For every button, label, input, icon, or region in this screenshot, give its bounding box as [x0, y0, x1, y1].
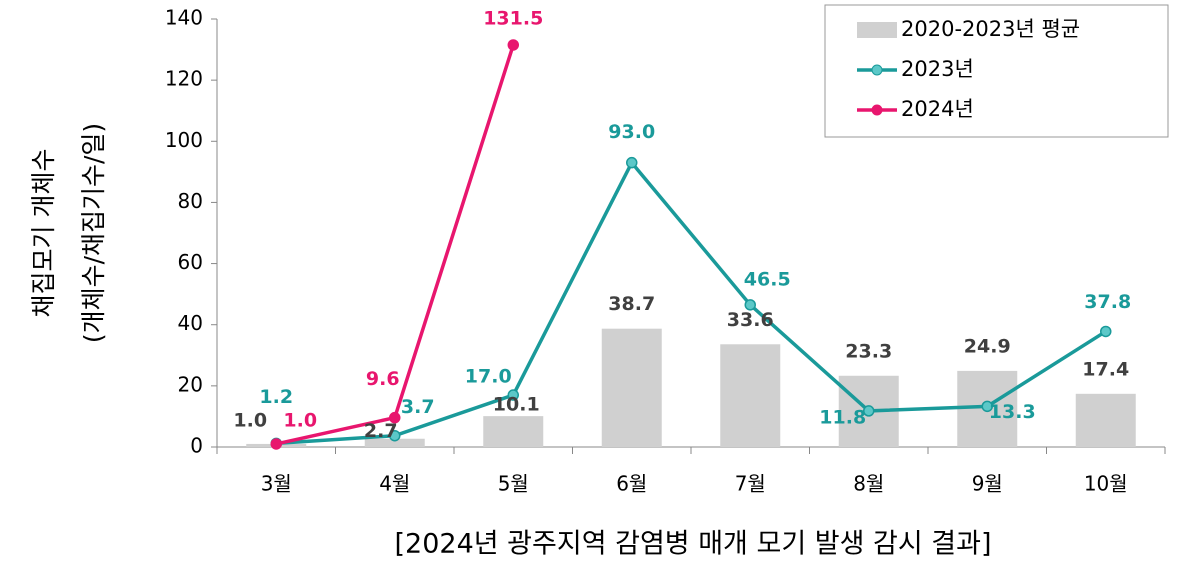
- point: [863, 405, 875, 417]
- point: [389, 411, 401, 424]
- y-tick-label: 40: [178, 311, 203, 335]
- value-label: 131.5: [483, 7, 543, 29]
- chart-title: [2024년 광주지역 감염병 매개 모기 발생 감시 결과]: [395, 529, 992, 560]
- x-tick-label: 7월: [735, 472, 766, 496]
- legend-swatch: [857, 22, 897, 38]
- x-tick-label: 8월: [853, 472, 884, 496]
- y-tick-label: 100: [165, 128, 203, 152]
- legend-label: 2023년: [901, 57, 974, 81]
- value-label: 1.2: [259, 386, 293, 408]
- y-tick-label: 80: [178, 189, 203, 213]
- value-label: 23.3: [845, 340, 892, 362]
- value-label: 10.1: [493, 394, 540, 416]
- value-label: 46.5: [744, 268, 791, 290]
- y-axis-label: 채집모기 개체수: [29, 149, 58, 318]
- x-tick-label: 3월: [261, 472, 292, 496]
- bar: [1075, 393, 1136, 447]
- value-label: 37.8: [1084, 291, 1131, 313]
- point: [626, 156, 638, 169]
- legend-label: 2024년: [901, 97, 974, 121]
- legend-swatch: [871, 64, 883, 76]
- y-tick-label: 120: [165, 67, 203, 91]
- point: [507, 389, 519, 401]
- value-label: 93.0: [608, 121, 655, 143]
- legend-label: 2020-2023년 평균: [901, 17, 1080, 41]
- bar: [364, 438, 425, 447]
- value-label: 17.4: [1082, 358, 1129, 380]
- y-axis-label: (개체수/채집기수/일): [79, 123, 108, 343]
- value-label: 38.7: [608, 293, 655, 315]
- x-tick-label: 4월: [379, 472, 410, 496]
- value-label: 1.0: [233, 409, 267, 431]
- value-label: 24.9: [964, 335, 1011, 357]
- point: [270, 438, 282, 450]
- value-label: 1.0: [283, 409, 317, 431]
- bar: [483, 416, 544, 447]
- value-label: 11.8: [819, 406, 866, 428]
- value-label: 9.6: [366, 368, 400, 390]
- legend-swatch: [871, 104, 883, 116]
- y-tick-label: 60: [178, 250, 203, 274]
- value-label: 2.7: [364, 420, 398, 442]
- value-label: 17.0: [465, 366, 512, 388]
- point: [389, 429, 401, 442]
- y-tick-label: 140: [165, 6, 203, 30]
- point: [1100, 325, 1112, 338]
- point: [744, 299, 756, 311]
- y-tick-label: 0: [190, 434, 203, 458]
- x-tick-label: 9월: [972, 472, 1003, 496]
- line: [276, 159, 1107, 446]
- x-tick-label: 6월: [616, 472, 647, 496]
- bar: [720, 344, 781, 447]
- x-tick-label: 5월: [498, 472, 529, 496]
- value-label: 3.7: [401, 396, 435, 418]
- value-label: 13.3: [989, 401, 1036, 423]
- x-tick-label: 10월: [1084, 472, 1128, 496]
- point: [507, 39, 519, 51]
- bar: [601, 328, 662, 447]
- point: [981, 400, 993, 413]
- value-label: 33.6: [727, 309, 774, 331]
- y-tick-label: 20: [178, 372, 203, 396]
